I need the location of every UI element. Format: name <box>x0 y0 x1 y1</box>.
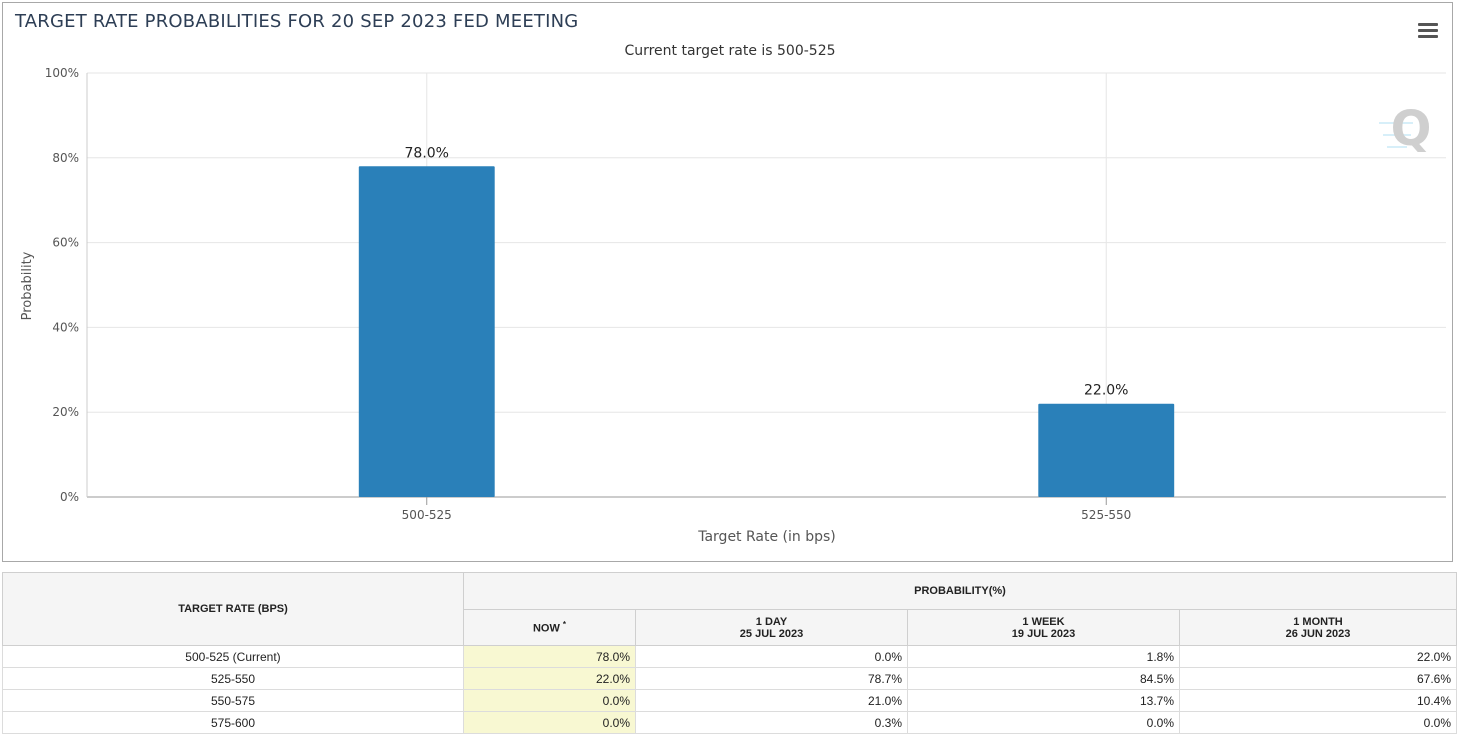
header-1-month: 1 MONTH 26 JUN 2023 <box>1179 609 1457 646</box>
day-cell: 78.7% <box>635 667 908 690</box>
month-cell: 0.0% <box>1179 711 1457 734</box>
grid-lines <box>86 72 1446 505</box>
month-cell: 22.0% <box>1179 645 1457 668</box>
y-tick-label: 60% <box>52 236 79 250</box>
week-cell: 1.8% <box>907 645 1180 668</box>
bar-500-525[interactable] <box>358 166 495 497</box>
y-tick-label: 100% <box>45 66 79 80</box>
probability-table: TARGET RATE (BPS) PROBABILITY(%) NOW * 1… <box>2 572 1457 734</box>
x-axis-ticks: 500-525 525-550 <box>402 508 1132 522</box>
now-cell: 0.0% <box>463 711 636 734</box>
week-cell: 0.0% <box>907 711 1180 734</box>
day-cell: 21.0% <box>635 689 908 712</box>
rate-cell: 500-525 (Current) <box>2 645 464 668</box>
data-label: 78.0% <box>405 145 449 161</box>
x-axis-label: Target Rate (in bps) <box>697 529 836 545</box>
now-cell: 78.0% <box>463 645 636 668</box>
rate-cell: 575-600 <box>2 711 464 734</box>
header-1-week: 1 WEEK 19 JUL 2023 <box>907 609 1180 646</box>
y-tick-label: 20% <box>52 405 79 419</box>
month-cell: 10.4% <box>1179 689 1457 712</box>
week-cell: 13.7% <box>907 689 1180 712</box>
watermark-logo: Q <box>1379 101 1431 157</box>
rate-cell: 550-575 <box>2 689 464 712</box>
header-now: NOW * <box>463 609 636 646</box>
x-tick-label: 500-525 <box>402 508 452 522</box>
hamburger-menu-icon[interactable] <box>1418 23 1438 39</box>
header-target-rate: TARGET RATE (BPS) <box>2 572 464 646</box>
day-cell: 0.0% <box>635 645 908 668</box>
month-cell: 67.6% <box>1179 667 1457 690</box>
bar-chart: Current target rate is 500-525 78.0% 22.0… <box>20 43 1446 545</box>
data-label: 22.0% <box>1084 383 1128 399</box>
now-cell: 0.0% <box>463 689 636 712</box>
y-tick-label: 80% <box>52 151 79 165</box>
day-cell: 0.3% <box>635 711 908 734</box>
table-row: 525-550 22.0% 78.7% 84.5% 67.6% <box>2 667 1457 690</box>
y-tick-label: 40% <box>52 320 79 334</box>
table-row: 500-525 (Current) 78.0% 0.0% 1.8% 22.0% <box>2 645 1457 668</box>
week-cell: 84.5% <box>907 667 1180 690</box>
bars: 78.0% 22.0% <box>358 145 1175 497</box>
table-row: 575-600 0.0% 0.3% 0.0% 0.0% <box>2 711 1457 734</box>
y-axis-ticks: 0% 20% 40% 60% 80% 100% <box>45 66 79 504</box>
chart-container: TARGET RATE PROBABILITIES FOR 20 SEP 202… <box>2 2 1453 562</box>
y-tick-label: 0% <box>60 490 79 504</box>
header-probability: PROBABILITY(%) <box>463 572 1457 610</box>
chart-title: TARGET RATE PROBABILITIES FOR 20 SEP 202… <box>15 11 579 32</box>
header-1-day: 1 DAY 25 JUL 2023 <box>635 609 908 646</box>
rate-cell: 525-550 <box>2 667 464 690</box>
table-row: 550-575 0.0% 21.0% 13.7% 10.4% <box>2 689 1457 712</box>
now-cell: 22.0% <box>463 667 636 690</box>
x-tick-label: 525-550 <box>1081 508 1131 522</box>
y-axis-label: Probability <box>20 251 35 320</box>
svg-text:Q: Q <box>1391 101 1432 157</box>
bar-525-550[interactable] <box>1038 403 1175 497</box>
chart-subtitle: Current target rate is 500-525 <box>624 43 835 59</box>
